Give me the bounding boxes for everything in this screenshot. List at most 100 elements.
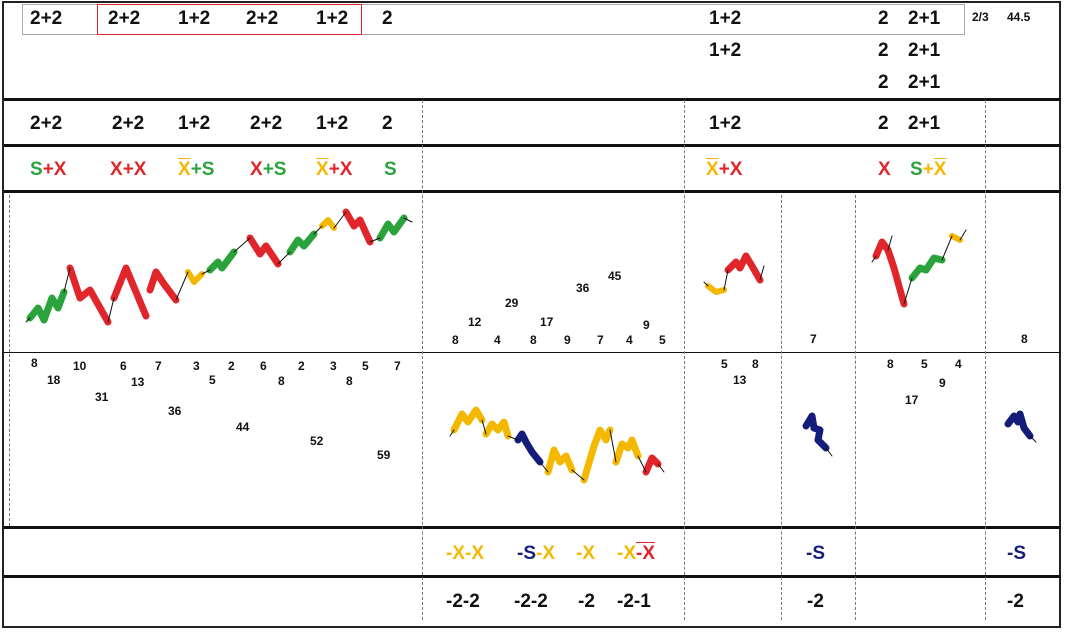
lower-number: 2	[228, 359, 235, 373]
row6-item-1: -2-2	[446, 591, 480, 612]
upper-number: 36	[576, 281, 590, 295]
row-divider	[4, 575, 1061, 578]
lower-number: 7	[155, 359, 162, 373]
row1-mid-1: 1+2	[709, 8, 742, 29]
row-divider	[4, 144, 1061, 147]
lower-number: 3	[193, 359, 200, 373]
row1-ratio: 2/3	[972, 10, 989, 24]
row1-right-a-1: 2	[878, 8, 889, 29]
wave-lower-mid	[449, 406, 665, 484]
row1-value: 44.5	[1007, 10, 1031, 24]
row6-col9: -2	[1007, 591, 1024, 612]
row5-seg-4: -X-X	[617, 543, 655, 564]
lower-number: 8	[31, 356, 38, 370]
row2-right-a: 2	[878, 113, 889, 134]
row5-seg-2: -S-X	[517, 543, 555, 564]
row2-item-4: 2+2	[250, 113, 283, 134]
row2-item-5: 1+2	[316, 113, 349, 134]
lower-number: 5	[209, 373, 216, 387]
wave-upper-left	[25, 208, 413, 326]
row2-right-b: 2+1	[908, 113, 941, 134]
column-divider	[9, 195, 10, 526]
lower-number: 9	[939, 376, 946, 390]
column-divider	[684, 100, 685, 620]
lower-number: 52	[310, 434, 324, 448]
lower-number: 3	[330, 359, 337, 373]
lower-number: 5	[721, 357, 728, 371]
row3-right-2: S+X	[910, 159, 947, 180]
lower-number: 10	[73, 359, 87, 373]
row3-seg-1: S+X	[30, 159, 67, 180]
upper-number: 45	[608, 269, 622, 283]
row2-item-6: 2	[382, 113, 393, 134]
row3-seg-6: S	[384, 159, 397, 180]
upper-number: 8	[530, 333, 537, 347]
lower-number: 7	[394, 359, 401, 373]
wave-lower-col9	[1004, 410, 1037, 443]
column-divider	[855, 195, 856, 620]
lower-number: 18	[47, 373, 61, 387]
row6-item-2: -2-2	[514, 591, 548, 612]
row1-left: 2+2	[30, 8, 63, 29]
row3-seg-5: X+X	[316, 159, 353, 180]
upper-number: 17	[540, 315, 554, 329]
lower-number: 4	[955, 357, 962, 371]
lower-number: 2	[298, 359, 305, 373]
lower-number: 5	[921, 357, 928, 371]
wave-upper-col8	[871, 229, 967, 308]
lower-number: 13	[131, 375, 145, 389]
upper-number: 9	[643, 318, 650, 332]
wave-upper-col5	[703, 252, 765, 295]
lower-number: 6	[260, 359, 267, 373]
row3-seg-2: X+X	[110, 159, 147, 180]
row5-seg-1: -X-X	[446, 543, 484, 564]
upper-number: 7	[810, 332, 817, 346]
upper-number: 8	[452, 333, 459, 347]
row1-boxed-1: 2+2	[108, 8, 141, 29]
row1-right-a-3: 2	[878, 72, 889, 93]
row1-boxed-2: 1+2	[178, 8, 211, 29]
row-divider	[4, 190, 1061, 193]
lower-number: 17	[905, 393, 919, 407]
lower-number: 36	[168, 404, 182, 418]
column-divider	[985, 100, 986, 620]
row1-right-b-1: 2+1	[908, 8, 941, 29]
row1-right-b-3: 2+1	[908, 72, 941, 93]
lower-number: 31	[95, 390, 109, 404]
upper-lower-divider	[4, 352, 1061, 353]
row6-col7: -2	[807, 591, 824, 612]
lower-number: 5	[362, 359, 369, 373]
upper-number: 9	[564, 333, 571, 347]
row2-item-3: 1+2	[178, 113, 211, 134]
upper-number: 8	[1021, 332, 1028, 346]
row1-right-a-2: 2	[878, 40, 889, 61]
lower-number: 44	[236, 420, 250, 434]
row1-right-b-2: 2+1	[908, 40, 941, 61]
lower-number: 6	[120, 359, 127, 373]
row1-boxed-4: 1+2	[316, 8, 349, 29]
row1-mid-2: 1+2	[709, 40, 742, 61]
lower-number: 8	[887, 357, 894, 371]
upper-number: 4	[626, 333, 633, 347]
highlight-box	[97, 4, 362, 35]
top-row-box	[22, 4, 965, 35]
row1-boxed-3: 2+2	[246, 8, 279, 29]
row-divider	[4, 98, 1061, 101]
row6-item-3: -2	[578, 591, 595, 612]
upper-number: 5	[659, 333, 666, 347]
row2-item-2: 2+2	[112, 113, 145, 134]
row1-after: 2	[382, 8, 393, 29]
wave-lower-col7	[802, 412, 833, 457]
lower-number: 8	[346, 374, 353, 388]
row2-item-1: 2+2	[30, 113, 63, 134]
row3-seg-4: X+S	[250, 159, 287, 180]
lower-number: 13	[733, 373, 747, 387]
upper-number: 7	[597, 333, 604, 347]
lower-number: 8	[752, 357, 759, 371]
upper-number: 4	[494, 333, 501, 347]
row3-mid: X+X	[706, 159, 743, 180]
column-divider	[781, 195, 782, 620]
upper-number: 29	[505, 296, 519, 310]
lower-number: 59	[377, 448, 391, 462]
